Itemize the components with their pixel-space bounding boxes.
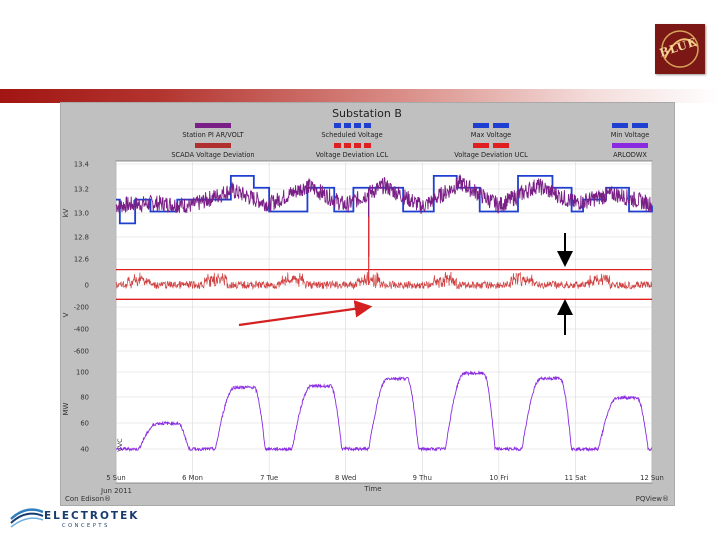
legend-swatch	[612, 123, 628, 128]
x-tick-label: 10 Fri	[489, 474, 508, 482]
scada-deviation-line	[115, 271, 653, 291]
legend-swatch	[334, 143, 341, 148]
y-tick-label: 12.8	[74, 234, 89, 242]
header-gradient-bar	[0, 89, 720, 103]
scheduled-voltage-line	[116, 174, 653, 225]
legend-swatch	[612, 143, 648, 148]
x-axis-label: Time	[363, 485, 381, 493]
red-arrow	[238, 300, 373, 327]
y-tick-label: 13.0	[74, 210, 89, 218]
legend-label: Min Voltage	[611, 131, 650, 139]
legend-swatch	[473, 123, 489, 128]
legend-item: Voltage Deviation LCL	[316, 143, 389, 159]
company-logo-icon	[661, 30, 699, 68]
x-tick-label: 12 Sun	[640, 474, 664, 482]
x-tick-label: 6 Mon	[182, 474, 203, 482]
x-axis-month: Jun 2011	[100, 487, 132, 495]
grid-lines	[115, 161, 653, 483]
x-tick-label: 7 Tue	[260, 474, 278, 482]
legend-item: Station PI AR/VOLT	[182, 123, 245, 139]
y-tick-label: 100	[76, 369, 89, 377]
plot-area	[115, 160, 653, 484]
footer-left: Con Edison®	[65, 495, 111, 503]
legend-item: ARLODWX	[612, 143, 648, 159]
chart-legend: Station PI AR/VOLT Scheduled Voltage Max V…	[171, 123, 649, 159]
legend-swatch	[195, 143, 231, 148]
y-tick-label: 80	[80, 394, 89, 402]
legend-swatch	[493, 123, 509, 128]
chart-title: Substation B	[332, 107, 402, 120]
legend-swatch	[334, 123, 341, 128]
y-tick-label: -200	[74, 304, 89, 312]
y-tick-label: 13.4	[74, 161, 89, 169]
company-logo: BLUE	[655, 24, 705, 74]
legend-label: ARLODWX	[613, 151, 647, 159]
y-axis-label: V	[62, 312, 70, 317]
y-axis-label: kV	[62, 208, 70, 217]
footer-right: PQView®	[636, 495, 669, 503]
legend-item: Min Voltage	[611, 123, 650, 139]
y-tick-label: -600	[74, 348, 89, 356]
y-tick-label: 13.2	[74, 186, 89, 194]
axes: 5 Sun 6 Mon 7 Tue 8 Wed 9 Thu 10 Fri 11 Sat 12 …	[62, 161, 664, 483]
legend-swatch	[344, 123, 351, 128]
y-tick-label: 60	[80, 420, 89, 428]
legend-swatch	[344, 143, 351, 148]
load-panel	[115, 370, 653, 453]
legend-label: Max Voltage	[471, 131, 511, 139]
legend-swatch	[493, 143, 509, 148]
legend-swatch	[364, 143, 371, 148]
x-tick-label: 8 Wed	[335, 474, 356, 482]
axis-note: VVC	[116, 438, 124, 452]
electrotek-sub: CONCEPTS	[62, 523, 110, 529]
x-tick-label: 9 Thu	[413, 474, 432, 482]
legend-item: SCADA Voltage Deviation	[171, 143, 255, 159]
legend-swatch	[473, 143, 489, 148]
legend-swatch	[195, 123, 231, 128]
chart-frame: Substation B Station PI AR/VOLT Scheduled…	[60, 102, 675, 506]
legend-item: Max Voltage	[471, 123, 511, 139]
legend-swatch	[354, 143, 361, 148]
y-tick-label: 0	[85, 282, 89, 290]
legend-swatch	[354, 123, 361, 128]
y-tick-label: -400	[74, 326, 89, 334]
legend-item: Voltage Deviation UCL	[454, 143, 528, 159]
y-tick-label: 40	[80, 446, 89, 454]
legend-item: Scheduled Voltage	[321, 123, 383, 139]
measured-voltage-line	[115, 173, 653, 215]
legend-label: SCADA Voltage Deviation	[171, 151, 254, 159]
electrotek-logo: ELECTROTEK CONCEPTS	[10, 503, 140, 533]
annotations	[238, 233, 573, 335]
x-tick-label: 5 Sun	[106, 474, 125, 482]
x-tick-label: 11 Sat	[564, 474, 586, 482]
electrotek-name: ELECTROTEK	[44, 510, 140, 522]
legend-label: Scheduled Voltage	[321, 131, 382, 139]
load-line	[115, 370, 653, 453]
electrotek-swoosh-icon	[10, 508, 44, 528]
y-axis-label: MW	[62, 402, 70, 415]
legend-swatch	[632, 123, 648, 128]
y-tick-label: 12.6	[74, 256, 89, 264]
legend-label: Voltage Deviation UCL	[454, 151, 528, 159]
legend-label: Station PI AR/VOLT	[182, 131, 244, 139]
legend-label: Voltage Deviation LCL	[316, 151, 389, 159]
legend-swatch	[364, 123, 371, 128]
chart-svg: Substation B Station PI AR/VOLT Scheduled…	[62, 107, 669, 503]
